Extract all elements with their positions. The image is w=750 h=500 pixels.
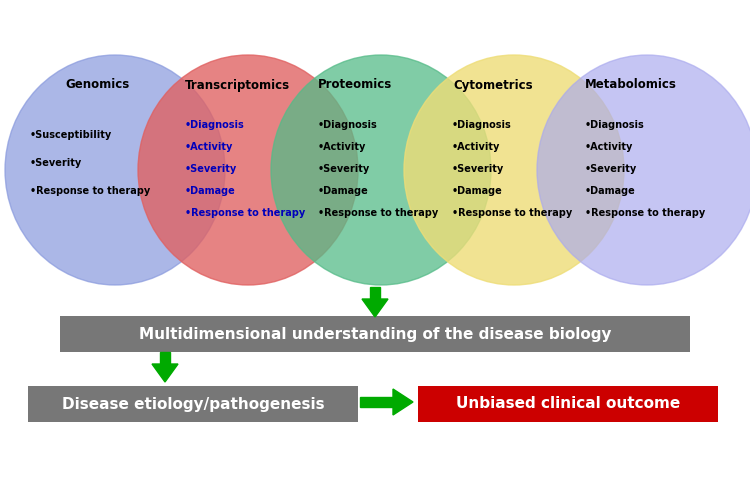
FancyBboxPatch shape xyxy=(418,386,718,422)
Text: •Severity: •Severity xyxy=(185,164,237,174)
Text: •Diagnosis: •Diagnosis xyxy=(185,120,244,130)
Polygon shape xyxy=(362,299,388,317)
Text: •Response to therapy: •Response to therapy xyxy=(585,208,705,218)
Text: •Susceptibility: •Susceptibility xyxy=(30,130,112,140)
Text: •Damage: •Damage xyxy=(452,186,503,196)
FancyBboxPatch shape xyxy=(28,386,358,422)
Text: •Damage: •Damage xyxy=(585,186,636,196)
Text: •Response to therapy: •Response to therapy xyxy=(30,186,150,196)
Text: •Activity: •Activity xyxy=(185,142,233,152)
Text: Unbiased clinical outcome: Unbiased clinical outcome xyxy=(456,396,680,411)
Bar xyxy=(160,352,170,364)
Text: •Severity: •Severity xyxy=(585,164,638,174)
Text: Metabolomics: Metabolomics xyxy=(585,78,676,92)
FancyBboxPatch shape xyxy=(60,316,690,352)
Text: Transcriptomics: Transcriptomics xyxy=(185,78,290,92)
Text: Multidimensional understanding of the disease biology: Multidimensional understanding of the di… xyxy=(139,326,611,342)
Text: •Damage: •Damage xyxy=(185,186,236,196)
Text: •Response to therapy: •Response to therapy xyxy=(185,208,305,218)
Text: •Activity: •Activity xyxy=(318,142,366,152)
Text: •Activity: •Activity xyxy=(585,142,633,152)
Ellipse shape xyxy=(271,55,491,285)
Text: •Response to therapy: •Response to therapy xyxy=(318,208,438,218)
Text: •Diagnosis: •Diagnosis xyxy=(585,120,645,130)
Text: •Diagnosis: •Diagnosis xyxy=(318,120,378,130)
Text: •Damage: •Damage xyxy=(318,186,369,196)
Text: Proteomics: Proteomics xyxy=(318,78,392,92)
Bar xyxy=(360,397,393,407)
Text: •Severity: •Severity xyxy=(452,164,504,174)
Ellipse shape xyxy=(404,55,624,285)
Text: Disease etiology/pathogenesis: Disease etiology/pathogenesis xyxy=(62,396,324,411)
Text: •Activity: •Activity xyxy=(452,142,500,152)
Polygon shape xyxy=(152,364,178,382)
Text: •Severity: •Severity xyxy=(318,164,370,174)
Text: •Response to therapy: •Response to therapy xyxy=(452,208,572,218)
Text: •Severity: •Severity xyxy=(30,158,82,168)
Ellipse shape xyxy=(138,55,358,285)
Text: Genomics: Genomics xyxy=(65,78,129,92)
Bar xyxy=(370,287,380,299)
Text: •Diagnosis: •Diagnosis xyxy=(452,120,512,130)
Ellipse shape xyxy=(5,55,225,285)
Polygon shape xyxy=(393,389,413,415)
Text: Cytometrics: Cytometrics xyxy=(453,78,532,92)
Ellipse shape xyxy=(537,55,750,285)
